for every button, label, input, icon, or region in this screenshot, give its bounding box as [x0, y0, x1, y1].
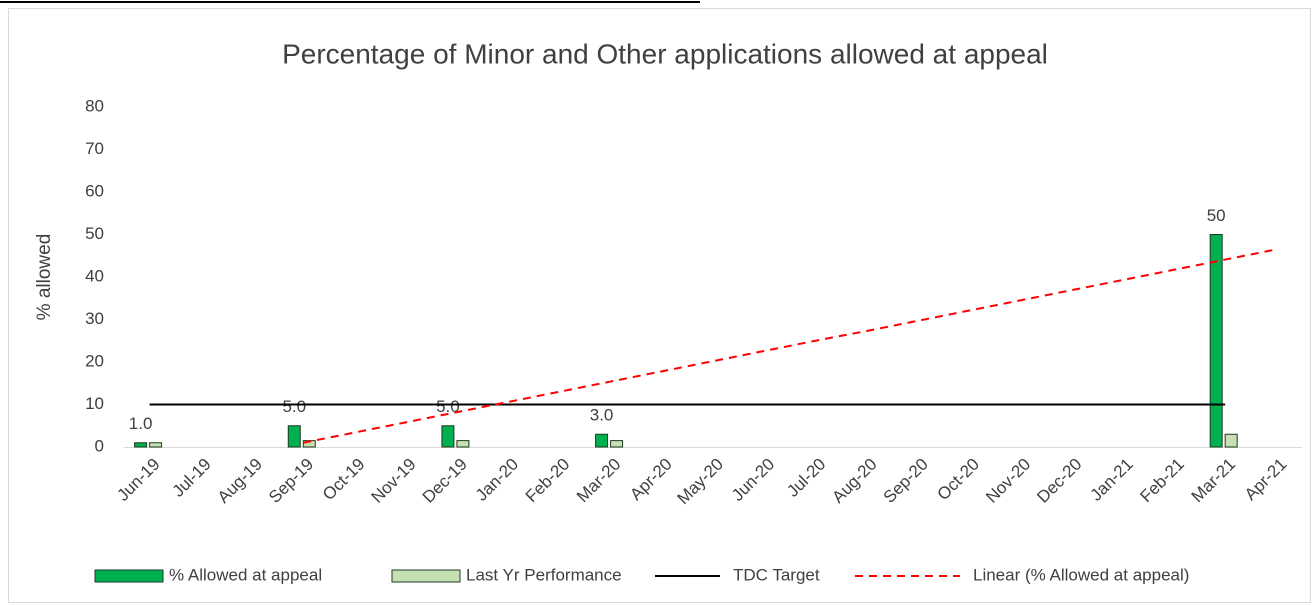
y-tick-label: 10	[85, 394, 104, 413]
chart-frame	[8, 8, 1311, 603]
chart-title: Percentage of Minor and Other applicatio…	[282, 38, 1048, 69]
bar	[287, 425, 301, 448]
bar	[441, 425, 455, 448]
data-label: 5.0	[436, 397, 460, 416]
y-tick-label: 30	[85, 309, 104, 328]
bar	[1224, 433, 1238, 448]
legend-label: % Allowed at appeal	[169, 565, 322, 584]
data-label: 3.0	[590, 406, 614, 425]
bar	[149, 442, 163, 448]
y-tick-label: 40	[85, 266, 104, 285]
data-label: 5.0	[282, 397, 306, 416]
data-label: 50	[1207, 206, 1226, 225]
bar	[456, 440, 470, 448]
bar	[610, 440, 624, 448]
y-tick-label: 70	[85, 139, 104, 158]
y-axis-label: % allowed	[34, 234, 55, 321]
bar	[134, 442, 148, 448]
legend-label: TDC Target	[733, 565, 820, 584]
legend-swatch	[94, 569, 164, 583]
legend-swatch	[391, 569, 461, 583]
y-tick-label: 80	[85, 96, 104, 115]
line	[303, 248, 1277, 444]
bar	[1209, 234, 1223, 448]
bar	[595, 433, 609, 448]
y-tick-label: 20	[85, 351, 104, 370]
legend-label: Linear (% Allowed at appeal)	[973, 565, 1189, 584]
legend-label: Last Yr Performance	[466, 565, 622, 584]
y-tick-label: 0	[95, 436, 104, 455]
data-label: 1.0	[129, 414, 153, 433]
y-tick-label: 50	[85, 224, 104, 243]
y-tick-label: 60	[85, 181, 104, 200]
